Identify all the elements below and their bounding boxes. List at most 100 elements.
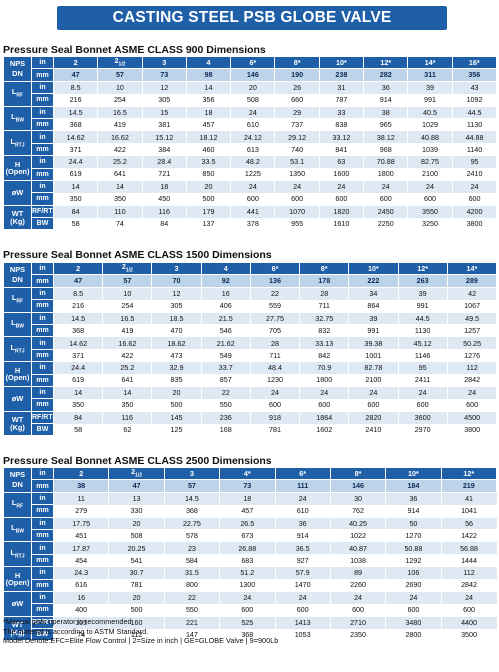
size-mm-cell: 146 (230, 68, 276, 82)
value-cell: 16.5 (97, 105, 143, 119)
value-cell: 1257 (446, 324, 497, 337)
nps-dn-header: NPS DN (3, 56, 32, 82)
value-cell: 17.75 (52, 516, 109, 530)
size-mm-cell: 136 (249, 274, 301, 288)
value-cell: 850 (185, 168, 231, 181)
value-cell: 110 (97, 204, 143, 218)
value-cell: 305 (141, 93, 187, 107)
size-in-cell: 21/2 (108, 466, 165, 481)
unit-label: mm (31, 373, 54, 387)
size-in-cell: 14* (407, 55, 453, 70)
value-cell: 24 (219, 590, 275, 604)
value-cell: 116 (141, 204, 187, 218)
value-cell: 24 (299, 385, 349, 399)
value-cell: 740 (274, 143, 320, 156)
value-cell: 12 (141, 80, 187, 94)
value-cell: 381 (141, 118, 187, 131)
nps-label: NPS (9, 469, 26, 479)
value-cell: 2260 (329, 579, 386, 592)
value-cell: 419 (102, 324, 152, 337)
value-cell: 965 (363, 118, 408, 131)
section-title-class-1500: Pressure Seal Bonnet ASME CLASS 1500 Dim… (3, 249, 272, 261)
size-in-cell: 16* (451, 55, 497, 70)
value-cell: 18 (141, 179, 187, 193)
value-cell: 2690 (385, 579, 442, 592)
value-cell: 49.5 (446, 311, 497, 325)
value-cell: 27.75 (249, 311, 300, 325)
value-cell: 641 (97, 168, 143, 181)
size-mm-cell: 289 (446, 274, 497, 288)
value-cell: 38.12 (363, 130, 408, 144)
value-cell: 74 (52, 628, 109, 641)
size-mm-cell: 73 (219, 479, 276, 493)
unit-in-label: in (31, 261, 54, 276)
value-cell: 842 (299, 349, 349, 362)
unit-label: mm (31, 93, 54, 107)
value-cell: 2820 (348, 410, 399, 424)
value-cell: 62 (102, 423, 152, 436)
value-cell: 1130 (451, 118, 497, 131)
value-cell: 16.62 (97, 130, 143, 144)
value-cell: 600 (249, 398, 300, 412)
value-cell: 918 (249, 410, 300, 424)
value-cell: 20.25 (108, 541, 165, 555)
value-cell: 2100 (348, 374, 399, 387)
value-cell: 1001 (348, 349, 399, 362)
unit-label: in (31, 361, 54, 375)
value-cell: 525 (219, 615, 275, 629)
value-cell: 14 (102, 385, 152, 399)
size-mm-cell: 146 (329, 479, 387, 493)
value-cell: 53.1 (274, 155, 320, 169)
value-cell: 39.38 (348, 336, 399, 350)
value-cell: 70.9 (299, 361, 349, 375)
value-cell: 600 (318, 192, 364, 206)
value-cell: 22 (200, 385, 251, 399)
footnotes: *Manual gear operator is recommended. Th… (3, 617, 278, 646)
value-cell: 584 (163, 554, 220, 567)
value-cell: 14 (52, 179, 98, 193)
value-cell: 762 (329, 504, 386, 518)
value-cell: 546 (200, 324, 251, 337)
value-cell: 1276 (446, 349, 497, 362)
value-cell: 24 (230, 105, 275, 119)
value-cell: 56.88 (440, 541, 497, 555)
value-cell: 371 (52, 349, 103, 362)
value-cell: 500 (185, 192, 231, 206)
value-cell: 40.5 (407, 105, 453, 119)
dn-label: DN (12, 69, 23, 79)
value-cell: 74 (97, 217, 143, 230)
value-cell: 58 (52, 217, 98, 230)
value-cell: 737 (274, 118, 320, 131)
value-cell: 28 (299, 286, 349, 300)
value-cell: 24.4 (52, 155, 98, 169)
size-mm-cell: 57 (97, 68, 143, 82)
value-cell: 1600 (318, 168, 364, 181)
value-cell: 610 (230, 118, 275, 131)
value-cell: 350 (102, 398, 152, 412)
row-label--w: øW (3, 590, 32, 617)
value-cell: 4500 (446, 410, 497, 424)
value-cell: 14 (52, 385, 103, 399)
value-cell: 1820 (318, 204, 364, 218)
unit-in-label: in (31, 466, 54, 481)
unit-label: in (31, 155, 54, 169)
value-cell: 160 (108, 615, 165, 629)
section-title-class-2500: Pressure Seal Bonnet ASME CLASS 2500 Dim… (3, 455, 272, 467)
value-cell: 384 (141, 143, 187, 156)
size-in-cell: 8* (299, 261, 350, 276)
size-in-cell: 8* (329, 466, 387, 481)
value-cell: 673 (219, 529, 275, 542)
value-cell: 84 (52, 410, 103, 424)
unit-label: in (31, 105, 54, 119)
value-cell: 368 (219, 628, 275, 641)
value-cell: 914 (363, 93, 408, 107)
value-cell: 1029 (407, 118, 453, 131)
value-cell: 116 (102, 410, 152, 424)
value-cell: 578 (163, 529, 220, 542)
value-cell: 84 (141, 217, 187, 230)
value-cell: 24 (446, 385, 497, 399)
value-cell: 24 (407, 179, 453, 193)
value-cell: 24 (274, 590, 331, 604)
value-cell: 600 (274, 192, 320, 206)
value-cell: 600 (363, 192, 408, 206)
